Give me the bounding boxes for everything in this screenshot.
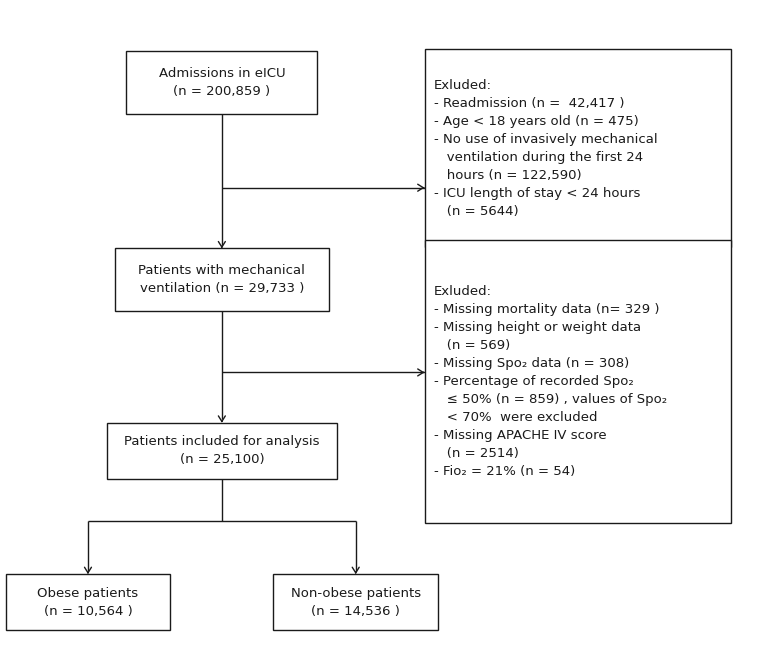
Text: Exluded:
- Missing mortality data (n= 329 )
- Missing height or weight data
   (: Exluded: - Missing mortality data (n= 32… [434, 285, 667, 478]
FancyBboxPatch shape [6, 574, 170, 630]
FancyBboxPatch shape [425, 240, 731, 523]
FancyBboxPatch shape [274, 574, 438, 630]
Text: Admissions in eICU
(n = 200,859 ): Admissions in eICU (n = 200,859 ) [158, 66, 285, 98]
FancyBboxPatch shape [107, 422, 337, 479]
Text: Obese patients
(n = 10,564 ): Obese patients (n = 10,564 ) [37, 586, 138, 618]
Text: Patients included for analysis
(n = 25,100): Patients included for analysis (n = 25,1… [124, 435, 320, 467]
Text: Patients with mechanical
ventilation (n = 29,733 ): Patients with mechanical ventilation (n … [138, 264, 305, 295]
FancyBboxPatch shape [115, 249, 329, 311]
Text: Exluded:
- Readmission (n =  42,417 )
- Age < 18 years old (n = 475)
- No use of: Exluded: - Readmission (n = 42,417 ) - A… [434, 78, 657, 218]
FancyBboxPatch shape [425, 49, 731, 247]
FancyBboxPatch shape [126, 51, 317, 113]
Text: Non-obese patients
(n = 14,536 ): Non-obese patients (n = 14,536 ) [291, 586, 421, 618]
